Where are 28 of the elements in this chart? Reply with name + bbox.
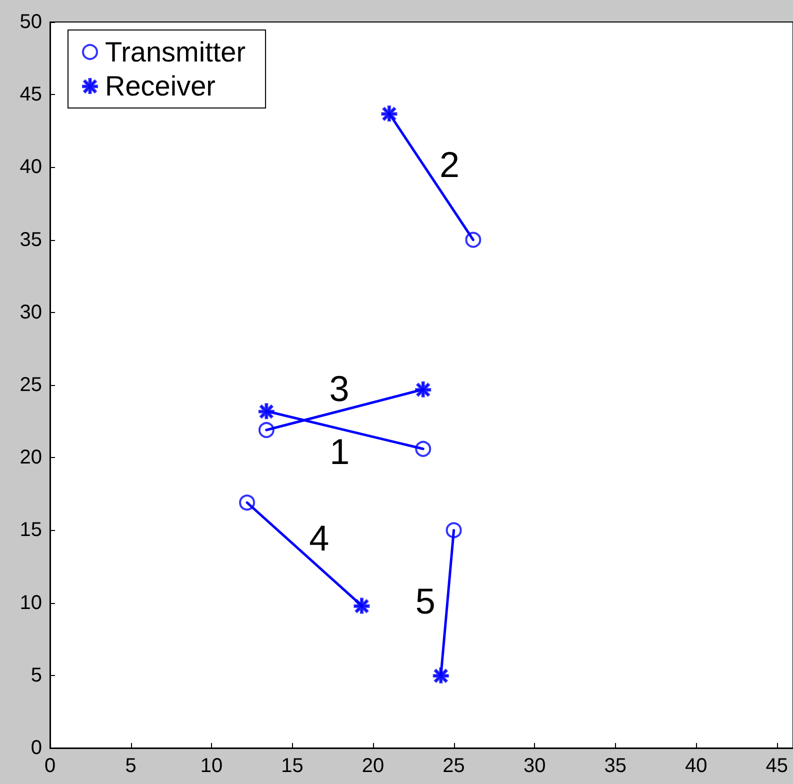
series-label: 4 — [309, 517, 330, 558]
y-tick-label: 40 — [20, 156, 42, 178]
x-tick-label: 5 — [125, 755, 136, 777]
series-label: 2 — [439, 144, 460, 185]
legend-label: Transmitter — [105, 36, 246, 68]
y-tick-label: 15 — [20, 519, 42, 542]
y-tick-label: 25 — [20, 374, 42, 396]
y-tick-label: 30 — [20, 301, 42, 324]
y-tick-label: 0 — [30, 737, 42, 759]
series-label: 3 — [329, 368, 350, 409]
legend-label: Receiver — [105, 70, 216, 102]
x-tick-label: 45 — [766, 755, 788, 777]
series-label: 5 — [415, 580, 436, 622]
x-tick-label: 0 — [44, 755, 56, 777]
x-tick-label: 15 — [281, 755, 304, 777]
x-tick-label: 40 — [684, 755, 708, 777]
y-tick-label: 45 — [20, 84, 42, 106]
x-tick-label: 35 — [604, 755, 626, 777]
y-tick-label: 35 — [20, 228, 42, 251]
series-label: 1 — [330, 430, 350, 472]
x-tick-label: 20 — [362, 755, 384, 777]
y-tick-label: 50 — [20, 11, 42, 33]
x-tick-label: 30 — [523, 755, 546, 777]
x-tick-label: 10 — [200, 755, 223, 777]
y-tick-label: 20 — [20, 446, 42, 469]
x-tick-label: 25 — [442, 755, 465, 777]
y-tick-label: 5 — [30, 664, 42, 686]
y-tick-label: 10 — [20, 592, 42, 614]
